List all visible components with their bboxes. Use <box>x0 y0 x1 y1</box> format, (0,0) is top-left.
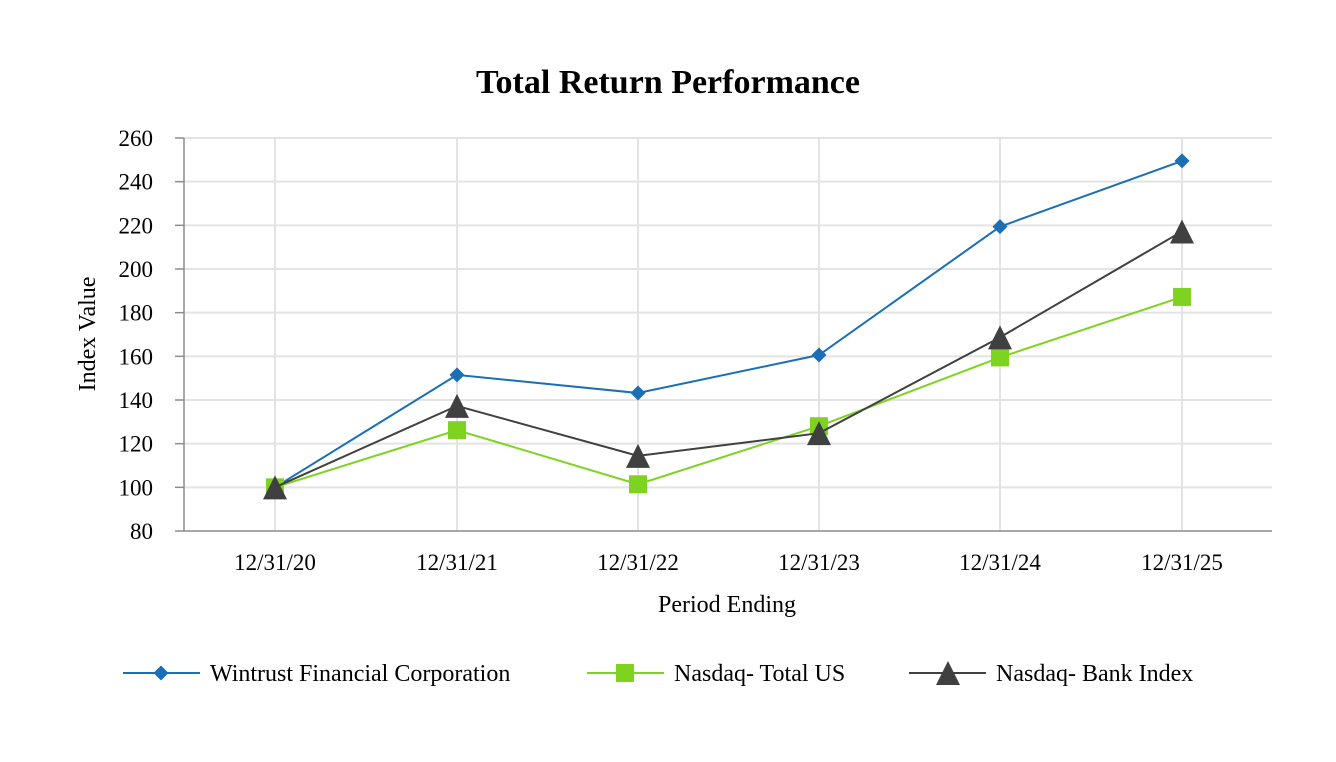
x-axis-ticks: 12/31/20 12/31/21 12/31/22 12/31/23 12/31/24… <box>234 550 1223 575</box>
data-point-diamond <box>1174 153 1190 169</box>
y-tick-label: 140 <box>119 388 154 413</box>
y-tick-label: 240 <box>119 170 154 195</box>
series-line <box>274 295 1183 489</box>
legend-label: Wintrust Financial Corporation <box>210 661 510 687</box>
y-tick-label: 220 <box>119 213 154 238</box>
x-tick-label: 12/31/20 <box>234 550 316 575</box>
data-point-square <box>991 348 1009 367</box>
data-point-square <box>629 475 647 494</box>
data-point-square <box>448 421 466 440</box>
y-axis-label: Index Value <box>75 277 101 392</box>
legend-label: Nasdaq- Total US <box>674 661 845 687</box>
series-2 <box>266 287 1191 497</box>
data-point-triangle <box>807 421 831 446</box>
x-tick-label: 12/31/24 <box>959 550 1041 575</box>
series-3 <box>263 219 1194 500</box>
data-point-triangle <box>445 393 469 418</box>
chart-title: Total Return Performance <box>476 64 860 101</box>
legend-item: Nasdaq- Total US <box>587 661 845 687</box>
legend: Wintrust Financial Corporation Nasdaq- To… <box>123 661 1193 687</box>
data-point-triangle <box>988 325 1012 350</box>
data-point-square <box>1173 287 1191 306</box>
x-tick-label: 12/31/21 <box>416 550 498 575</box>
data-point-triangle <box>626 443 650 468</box>
data-point-diamond <box>811 347 827 363</box>
y-tick-label: 180 <box>119 301 154 326</box>
y-axis-ticks: 80 100 120 140 160 180 200 220 240 260 <box>119 126 184 544</box>
y-tick-label: 160 <box>119 344 154 369</box>
data-point-diamond <box>449 367 465 383</box>
y-tick-label: 200 <box>119 257 154 282</box>
y-tick-label: 100 <box>119 475 154 500</box>
series-line <box>274 230 1183 489</box>
legend-label: Nasdaq- Bank Index <box>996 661 1193 687</box>
legend-marker-square <box>616 664 634 682</box>
data-point-diamond <box>630 385 646 401</box>
x-tick-label: 12/31/23 <box>778 550 860 575</box>
data-point-diamond <box>992 219 1008 235</box>
y-tick-label: 80 <box>130 519 153 544</box>
x-tick-label: 12/31/25 <box>1141 550 1223 575</box>
series-line <box>274 159 1183 489</box>
x-axis-label: Period Ending <box>658 592 796 618</box>
series-layer <box>263 153 1194 500</box>
data-point-triangle <box>1170 219 1194 244</box>
y-tick-label: 260 <box>119 126 154 151</box>
y-tick-label: 120 <box>119 432 154 457</box>
legend-item: Nasdaq- Bank Index <box>909 661 1193 687</box>
legend-marker-diamond <box>153 665 169 681</box>
plot-grid <box>184 137 1272 531</box>
legend-item: Wintrust Financial Corporation <box>123 661 510 687</box>
legend-marker-triangle <box>936 661 960 685</box>
axes <box>183 138 1272 532</box>
data-point-triangle <box>263 475 287 500</box>
x-tick-label: 12/31/22 <box>597 550 679 575</box>
